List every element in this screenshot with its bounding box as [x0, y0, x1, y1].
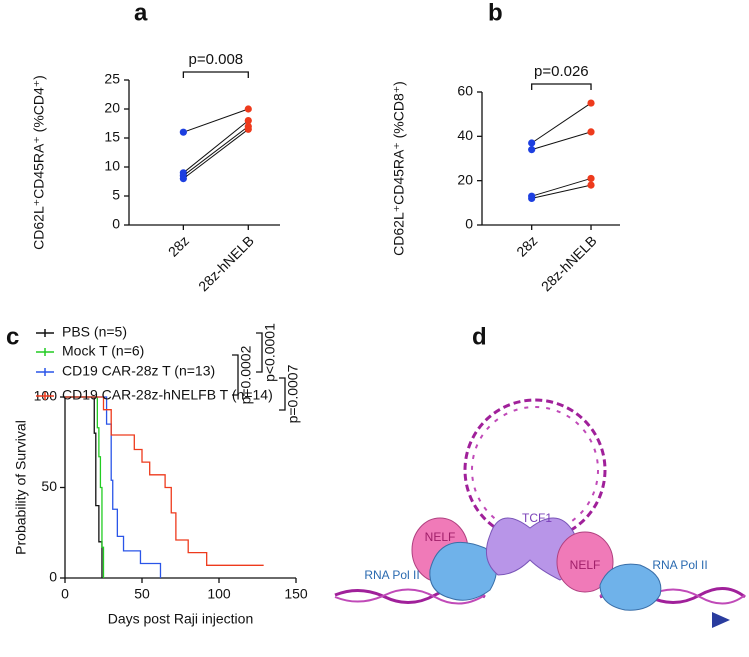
p-value: p=0.0002	[238, 345, 254, 404]
diagram-label: TCF1	[522, 511, 552, 525]
panel-letter: d	[472, 323, 487, 350]
y-axis-label: CD62L⁺CD45RA⁺ (%CD8⁺)	[391, 81, 407, 256]
pair-line	[183, 108, 249, 133]
survival-curve	[65, 396, 264, 566]
pair-line	[183, 126, 249, 177]
pair-line	[531, 184, 592, 199]
bracket	[256, 332, 263, 373]
y-tick-label: 40	[457, 127, 473, 143]
x-tick-label: 28z-hNELB	[538, 232, 600, 294]
bracket	[279, 377, 286, 411]
data-point	[244, 117, 252, 125]
chart-panel: c050100050100150PBS (n=5)Mock T (n=6)CD1…	[6, 323, 308, 627]
data-point	[587, 128, 595, 136]
data-point	[528, 194, 536, 202]
legend-label: PBS (n=5)	[62, 324, 127, 340]
legend-label: CD19 CAR-28z T (n=13)	[62, 363, 215, 379]
data-point	[244, 125, 252, 133]
pair-line	[531, 131, 592, 151]
data-point	[587, 99, 595, 107]
panel-letter: c	[6, 323, 19, 350]
y-tick-label: 50	[41, 478, 57, 494]
y-tick-label: 0	[465, 216, 473, 232]
y-tick-label: 20	[457, 171, 473, 187]
y-tick-label: 25	[104, 71, 120, 87]
y-tick-label: 0	[112, 216, 120, 232]
x-tick-label: 28z-hNELB	[195, 232, 257, 294]
x-tick-label: 28z	[513, 232, 540, 259]
pair-line	[183, 128, 249, 179]
survival-curve	[65, 396, 162, 578]
tcf1-shape	[485, 517, 579, 581]
p-value: p=0.008	[189, 51, 244, 68]
y-tick-label: 10	[104, 158, 120, 174]
nelf-shape	[556, 531, 614, 593]
legend-label: CD19 CAR-28z-hNELFB T (n=14)	[62, 387, 273, 403]
x-tick-label: 0	[61, 586, 69, 602]
bracket	[232, 354, 239, 396]
bracket	[531, 83, 592, 90]
p-value: p<0.0001	[262, 323, 278, 382]
polii-shape	[429, 541, 497, 601]
dna-loop	[463, 398, 607, 542]
y-axis-label: Probability of Survival	[13, 420, 29, 555]
data-point	[179, 175, 187, 183]
survival-curve	[65, 396, 105, 578]
polii-shape	[599, 563, 662, 611]
pair-line	[531, 102, 592, 144]
data-point	[244, 105, 252, 113]
panel-letter: b	[488, 0, 503, 26]
pair-line	[531, 177, 592, 197]
diagram-label: NELF	[425, 530, 456, 544]
diagram-label: RNA Pol II	[652, 558, 707, 572]
pair-line	[183, 120, 249, 174]
y-tick-label: 20	[104, 100, 120, 116]
x-tick-label: 100	[207, 586, 231, 602]
chart-panel: a 0 5 10 15 20 25 28z 28z-hNELB p=0.008 CD62L⁺CD45…	[31, 0, 280, 294]
p-value: p=0.0007	[285, 364, 301, 423]
x-tick-label: 28z	[165, 232, 192, 259]
x-tick-label: 150	[284, 586, 308, 602]
dna-loop	[471, 406, 599, 534]
diagram-label: RNA Pol II	[364, 568, 419, 582]
y-tick-label: 60	[457, 83, 473, 99]
data-point	[587, 174, 595, 183]
y-axis-label: CD62L⁺CD45RA⁺ (%CD4⁺)	[31, 75, 47, 250]
y-tick-label: 15	[104, 129, 120, 145]
panel-letter: a	[134, 0, 148, 26]
x-tick-label: 50	[134, 586, 150, 602]
y-tick-label: 5	[112, 187, 120, 203]
diagram-label: NELF	[570, 558, 601, 572]
bracket	[182, 71, 249, 78]
data-point	[587, 181, 595, 189]
data-point	[179, 128, 187, 136]
arrowhead	[712, 612, 730, 628]
survival-curve	[65, 396, 103, 578]
legend-label: Mock T (n=6)	[62, 343, 144, 359]
p-value: p=0.026	[534, 63, 589, 80]
x-axis-label: Days post Raji injection	[108, 611, 254, 627]
data-point	[528, 139, 536, 147]
data-point	[528, 146, 536, 154]
diagram: d TCF1 NELF NELF RNA Pol II RNA Pol II	[334, 323, 746, 628]
y-tick-label: 0	[49, 569, 57, 585]
